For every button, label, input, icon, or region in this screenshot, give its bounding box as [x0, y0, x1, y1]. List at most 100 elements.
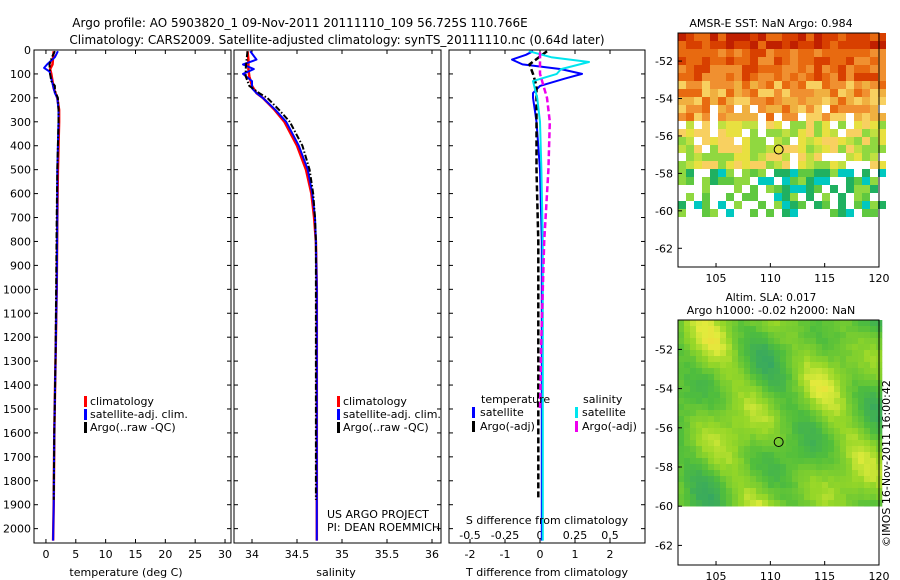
sla-cell: [720, 332, 727, 339]
sla-cell: [744, 362, 751, 369]
sst-cell: [806, 73, 814, 81]
sla-cell: [828, 452, 835, 459]
sla-cell: [864, 452, 871, 459]
sla-cell: [840, 404, 847, 411]
sla-cell: [834, 452, 841, 459]
sla-cell: [756, 410, 763, 417]
temperature-legend: climatology satellite-adj. clim. Argo(..…: [84, 395, 188, 434]
sla-cell: [828, 446, 835, 453]
sla-cell: [744, 368, 751, 375]
sla-cell: [804, 368, 811, 375]
sla-cell: [774, 374, 781, 381]
sst-cell: [710, 97, 718, 105]
sla-cell: [714, 320, 721, 327]
sst-cell: [822, 49, 830, 57]
sst-cell: [814, 41, 822, 49]
sla-cell: [756, 350, 763, 357]
sla-cell: [738, 362, 745, 369]
sla-cell: [786, 488, 793, 495]
sla-cell: [708, 458, 715, 465]
sla-cell: [858, 326, 865, 333]
sla-cell: [726, 494, 733, 501]
sla-cell: [768, 458, 775, 465]
sla-cell: [852, 368, 859, 375]
sla-cell: [810, 320, 817, 327]
sst-cell: [702, 105, 710, 113]
sla-cell: [762, 404, 769, 411]
sla-cell: [744, 344, 751, 351]
sst-cell: [782, 177, 790, 185]
sst-cell: [862, 105, 870, 113]
sla-cell: [756, 506, 763, 507]
sla-cell: [798, 350, 805, 357]
sla-cell: [726, 332, 733, 339]
sla-cell: [678, 332, 685, 339]
sst-cell: [814, 105, 822, 113]
sst-cell: [822, 81, 830, 89]
sla-cell: [696, 362, 703, 369]
sst-cell: [774, 65, 782, 73]
sst-cell: [718, 145, 726, 153]
sla-cell: [822, 476, 829, 483]
sst-cell: [734, 73, 742, 81]
sla-cell: [726, 374, 733, 381]
sla-cell: [858, 494, 865, 501]
sla-cell: [816, 338, 823, 345]
sla-cell: [810, 440, 817, 447]
sla-cell: [684, 326, 691, 333]
sst-cell: [846, 137, 854, 145]
legend-label-argo: Argo(..raw -QC): [90, 421, 176, 434]
depth-tick-label: 800: [10, 235, 31, 248]
sst-cell: [774, 41, 782, 49]
sla-cell: [792, 422, 799, 429]
sla-cell: [678, 494, 685, 501]
sst-cell: [734, 113, 742, 121]
sla-cell: [744, 458, 751, 465]
sla-cell: [684, 500, 691, 507]
depth-tick-label: 300: [10, 116, 31, 129]
sla-cell: [720, 356, 727, 363]
sla-cell: [810, 434, 817, 441]
sla-cell: [696, 380, 703, 387]
sst-cell: [838, 97, 846, 105]
sst-cell: [726, 153, 734, 161]
sla-cell: [822, 356, 829, 363]
sla-cell: [786, 476, 793, 483]
sst-cell: [694, 33, 702, 41]
sla-cell: [822, 368, 829, 375]
sla-cell: [750, 500, 757, 507]
sla-cell: [690, 422, 697, 429]
sst-cell: [830, 185, 838, 193]
sla-cell: [804, 488, 811, 495]
sla-cell: [804, 476, 811, 483]
sla-cell: [870, 380, 877, 387]
sst-cell: [710, 41, 718, 49]
header-line2: Climatology: CARS2009. Satellite-adjuste…: [69, 33, 604, 47]
sla-cell: [822, 422, 829, 429]
sla-cell: [804, 500, 811, 507]
x-tick-label: 35: [335, 548, 349, 561]
sla-cell: [786, 422, 793, 429]
sla-cell: [750, 416, 757, 423]
sla-cell: [750, 440, 757, 447]
sla-cell: [774, 506, 781, 507]
sla-cell: [834, 488, 841, 495]
sst-cell: [686, 97, 694, 105]
sst-cell: [710, 33, 718, 41]
sst-cell: [782, 193, 790, 201]
map-y-tick-label: -62: [655, 242, 673, 255]
sla-cell: [750, 422, 757, 429]
sla-cell: [732, 488, 739, 495]
sst-cell: [798, 121, 806, 129]
sla-cell: [858, 482, 865, 489]
sla-cell: [768, 320, 775, 327]
sst-cell: [726, 177, 734, 185]
sla-cell: [798, 320, 805, 327]
sla-cell: [714, 416, 721, 423]
sst-cell: [806, 177, 814, 185]
sla-cell: [870, 386, 877, 393]
sla-cell: [834, 356, 841, 363]
sst-cell: [838, 169, 846, 177]
sla-cell: [768, 446, 775, 453]
sst-cell: [806, 49, 814, 57]
